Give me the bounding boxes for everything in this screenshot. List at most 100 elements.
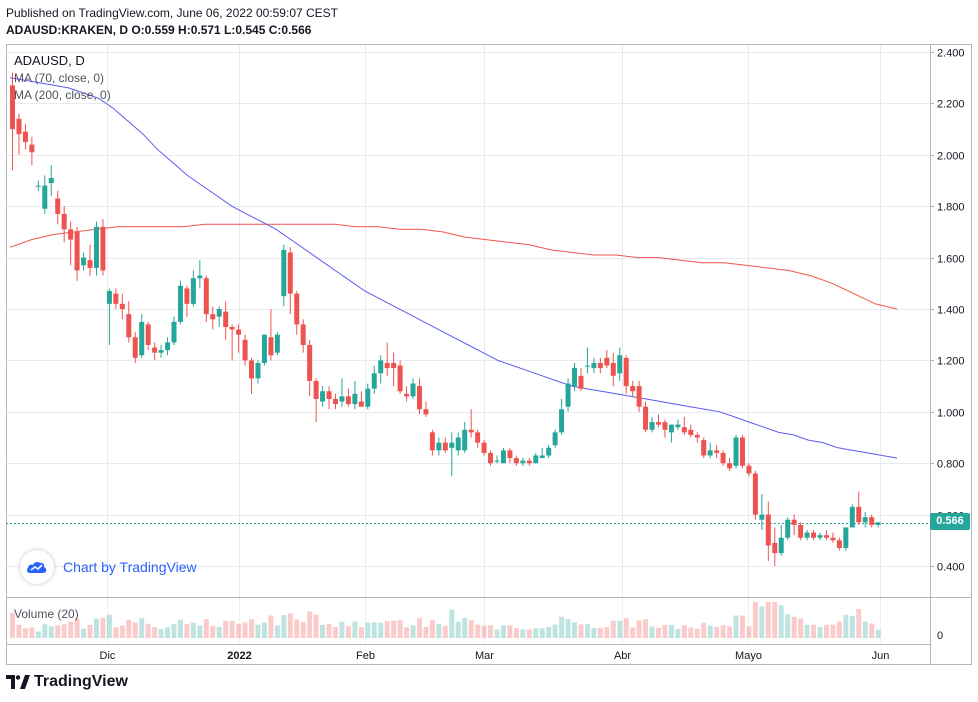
- volume-bar: [714, 626, 720, 638]
- volume-bar: [132, 622, 138, 638]
- volume-legend[interactable]: Volume (20): [14, 607, 79, 621]
- candle-body: [429, 432, 435, 451]
- candle-body: [694, 434, 700, 438]
- volume-bar: [313, 614, 319, 638]
- volume-bar: [449, 609, 455, 638]
- candle: [190, 270, 196, 307]
- tradingview-brand[interactable]: TradingView: [6, 673, 128, 691]
- ohlc-readout: ADAUSD:KRAKEN, D O:0.559 H:0.571 L:0.545…: [6, 23, 312, 37]
- volume-bar: [494, 629, 500, 638]
- candle-body: [507, 450, 513, 459]
- candle-body: [462, 429, 468, 451]
- candle-body: [397, 365, 403, 392]
- candle: [733, 434, 739, 469]
- candle-body: [261, 334, 267, 363]
- price-tick-label: 2.200: [937, 99, 965, 111]
- candles: [10, 72, 881, 566]
- candle-body: [862, 517, 868, 523]
- candle-body: [391, 362, 397, 369]
- volume-bar: [307, 611, 313, 638]
- candle: [572, 362, 578, 392]
- candle-body: [610, 362, 616, 376]
- volume-bar: [255, 624, 261, 638]
- candle-body: [171, 321, 177, 343]
- candle-body: [727, 463, 733, 469]
- volume-bar: [656, 627, 661, 638]
- candle: [313, 378, 319, 423]
- candle-body: [643, 406, 649, 430]
- time-tick-label: Mar: [475, 650, 494, 662]
- time-axis[interactable]: Dic 2022 Feb Mar Abr Mayo Jun: [100, 650, 890, 662]
- candle-body: [320, 391, 326, 402]
- ma200-legend[interactable]: MA (200, close, 0): [14, 88, 111, 102]
- volume-bar: [68, 621, 74, 638]
- volume-bar: [106, 614, 112, 638]
- candle: [294, 291, 300, 335]
- candle: [184, 285, 190, 317]
- candle-body: [165, 342, 171, 351]
- candle-body: [190, 278, 196, 304]
- candle-body: [707, 450, 713, 456]
- volume-bar: [552, 624, 558, 638]
- ma70-legend[interactable]: MA (70, close, 0): [14, 71, 105, 85]
- candle: [739, 434, 745, 469]
- volume-bar: [152, 627, 158, 638]
- candle-body: [455, 437, 461, 451]
- price-tick-label: 0.800: [937, 459, 965, 471]
- candle: [636, 380, 642, 412]
- volume-bar: [526, 629, 532, 638]
- volume-bar: [875, 629, 881, 638]
- candle-body: [765, 514, 771, 546]
- candle-body: [16, 118, 22, 135]
- candle-body: [294, 293, 300, 325]
- candle: [727, 458, 733, 471]
- volume-bar: [481, 625, 487, 638]
- volume-bar: [636, 620, 642, 638]
- candle-body: [559, 409, 565, 433]
- volume-axis-tick: 0: [937, 630, 943, 642]
- volume-bar: [177, 619, 183, 638]
- candle: [358, 391, 364, 407]
- candle: [197, 260, 203, 289]
- volume-bar: [688, 627, 694, 638]
- volume-bar: [16, 624, 22, 638]
- candle: [177, 280, 183, 325]
- candle-body: [93, 226, 99, 268]
- candle: [475, 429, 481, 448]
- candle-body: [236, 329, 242, 335]
- volume-bar: [675, 628, 681, 638]
- symbol-legend[interactable]: ADAUSD, D: [14, 53, 85, 68]
- candle: [119, 293, 125, 320]
- candle: [93, 221, 99, 276]
- candle: [662, 419, 668, 438]
- volume-bar: [513, 628, 519, 638]
- chart-by-tradingview[interactable]: Chart by TradingView: [20, 550, 197, 584]
- volume-bar: [765, 602, 771, 638]
- volume-bar: [397, 620, 403, 638]
- candle: [35, 180, 41, 191]
- volume-bar: [869, 623, 875, 638]
- candle: [675, 419, 681, 430]
- volume-bar: [488, 625, 494, 638]
- price-axis[interactable]: 2.400 2.200 2.000 1.800 1.600 1.400 1.200 1.000…: [930, 48, 965, 574]
- volume-bar: [778, 605, 784, 638]
- candle: [365, 383, 371, 410]
- candle: [610, 352, 616, 387]
- candle-body: [333, 398, 338, 405]
- volume-bar: [249, 619, 255, 638]
- price-tick-label: 1.800: [937, 202, 965, 214]
- chart-frame: [6, 44, 972, 665]
- candle-body: [10, 85, 15, 130]
- volume-bar: [216, 626, 222, 638]
- candle: [707, 442, 713, 459]
- volume-bar: [701, 622, 707, 638]
- volume-bar: [190, 622, 196, 638]
- volume-bar: [843, 614, 849, 638]
- candle: [746, 463, 752, 477]
- volume-bar: [507, 625, 513, 638]
- volume-bar: [785, 614, 791, 638]
- candle: [604, 350, 610, 369]
- candle-body: [597, 362, 603, 369]
- volume-bar: [197, 625, 203, 638]
